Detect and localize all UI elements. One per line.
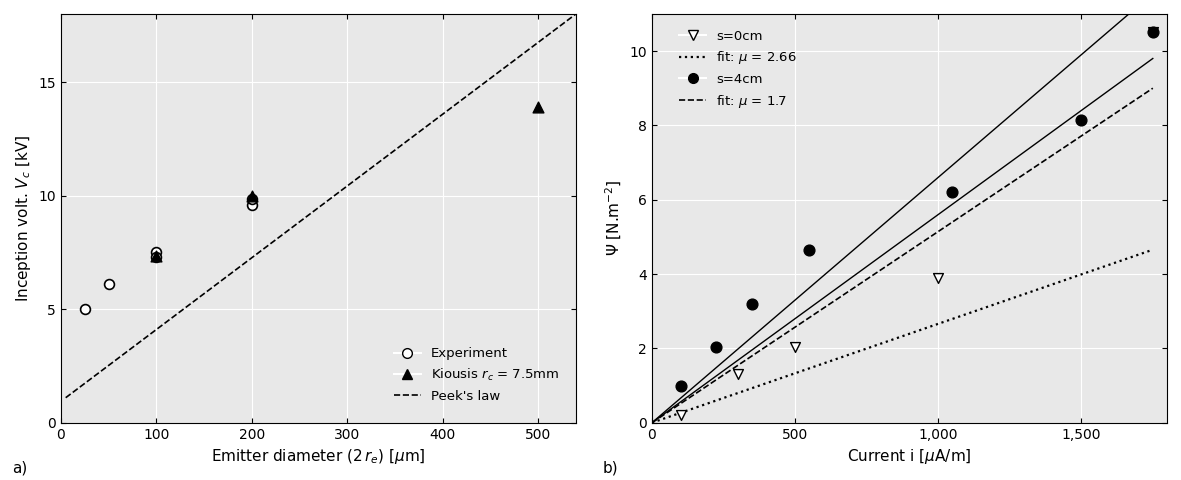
Point: [242, 195, 261, 203]
Point: [76, 305, 94, 313]
Point: [146, 252, 165, 260]
Point: [928, 274, 947, 282]
Point: [146, 249, 165, 256]
Point: [671, 411, 690, 419]
Point: [1143, 29, 1162, 36]
Point: [743, 300, 762, 308]
Point: [729, 371, 748, 378]
Legend: s=0cm, fit: $\mu$ = 2.66, s=4cm, fit: $\mu$ = 1.7: s=0cm, fit: $\mu$ = 2.66, s=4cm, fit: $\…: [674, 24, 802, 115]
Point: [242, 192, 261, 199]
Point: [671, 382, 690, 389]
X-axis label: Current i [$\mu$A/m]: Current i [$\mu$A/m]: [847, 447, 972, 466]
Text: a): a): [12, 460, 27, 475]
Legend: Experiment, Kiousis $r_c$ = 7.5mm, Peek's law: Experiment, Kiousis $r_c$ = 7.5mm, Peek'…: [389, 342, 565, 408]
Text: b): b): [602, 460, 618, 475]
Point: [800, 246, 818, 254]
Point: [942, 189, 961, 196]
Point: [1072, 116, 1091, 124]
Point: [707, 343, 726, 350]
Point: [99, 280, 118, 288]
Y-axis label: Inception volt. $V_c$ [kV]: Inception volt. $V_c$ [kV]: [14, 134, 33, 302]
Point: [1143, 29, 1162, 36]
Point: [528, 103, 547, 111]
Point: [146, 253, 165, 261]
Point: [785, 343, 804, 350]
X-axis label: Emitter diameter $(2\,r_e)$ [$\mu$m]: Emitter diameter $(2\,r_e)$ [$\mu$m]: [211, 447, 426, 466]
Point: [242, 201, 261, 208]
Y-axis label: $\Psi$ [N.m$^{-2}$]: $\Psi$ [N.m$^{-2}$]: [603, 180, 624, 256]
